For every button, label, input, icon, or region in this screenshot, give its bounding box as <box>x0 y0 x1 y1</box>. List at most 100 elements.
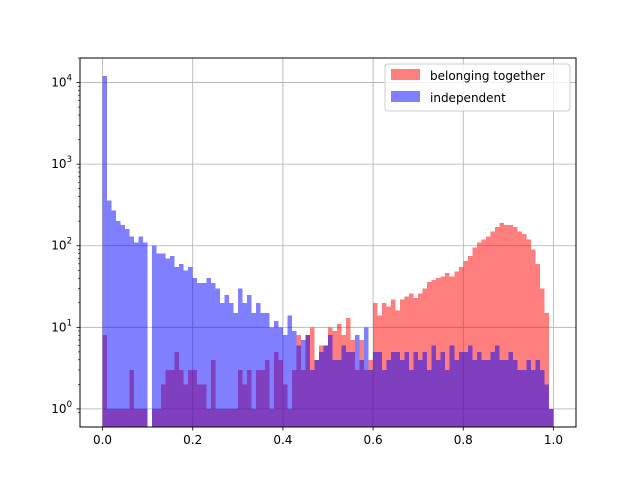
y-tick-label: 101 <box>51 318 72 334</box>
bar-independent <box>183 270 189 427</box>
legend-label-belonging-together: belonging together <box>430 69 545 83</box>
bar-independent <box>499 359 504 427</box>
bar-independent <box>291 331 297 427</box>
bar-independent <box>517 369 522 427</box>
bar-independent <box>436 359 441 427</box>
bar-independent <box>494 345 500 427</box>
bar-independent <box>503 359 509 427</box>
bar-belonging-together <box>535 263 540 427</box>
bar-independent <box>368 369 374 427</box>
bar-independent <box>242 302 247 427</box>
bar-independent <box>346 351 351 427</box>
bar-independent <box>129 236 135 427</box>
bar-independent <box>255 302 261 427</box>
bar-belonging-together <box>409 293 414 427</box>
bar-belonging-together <box>526 239 531 427</box>
bar-independent <box>485 359 491 427</box>
bar-independent <box>481 359 486 427</box>
bar-independent <box>138 236 144 427</box>
bar-independent <box>278 327 283 427</box>
bar-independent <box>508 351 513 427</box>
bar-independent <box>165 258 171 427</box>
bar-belonging-together <box>440 276 446 427</box>
bar-independent <box>174 266 180 427</box>
bar-independent <box>418 359 423 427</box>
bar-belonging-together <box>382 302 387 427</box>
bar-independent <box>197 282 202 427</box>
bar-independent <box>521 369 527 427</box>
bar-independent <box>170 255 175 427</box>
legend: belonging together independent <box>384 63 571 112</box>
bar-independent <box>350 351 356 427</box>
bar-independent <box>395 351 401 427</box>
bar-independent <box>120 224 126 427</box>
bar-belonging-together <box>508 224 513 427</box>
bar-belonging-together <box>521 233 527 427</box>
bar-belonging-together <box>436 278 441 427</box>
bar-independent <box>400 359 405 427</box>
bar-independent <box>269 327 274 427</box>
bar-belonging-together <box>467 255 473 427</box>
bar-independent <box>386 359 392 427</box>
bar-belonging-together <box>427 281 432 427</box>
bar-independent <box>201 282 207 427</box>
bar-independent <box>260 312 265 427</box>
bar-independent <box>476 351 482 427</box>
bar-independent <box>300 339 306 427</box>
bar-independent <box>282 335 288 427</box>
bar-independent <box>237 288 243 427</box>
bar-independent <box>440 351 446 427</box>
bar-independent <box>192 278 198 427</box>
bar-independent <box>305 335 310 427</box>
bar-belonging-together <box>458 266 464 427</box>
bar-independent <box>512 359 518 427</box>
bar-independent <box>355 335 360 427</box>
bar-independent <box>449 345 455 427</box>
bar-belonging-together <box>463 260 468 427</box>
bar-independent <box>427 369 432 427</box>
legend-swatch-independent <box>391 91 420 102</box>
histogram-bars <box>102 76 554 427</box>
bar-independent <box>535 359 540 427</box>
x-tick-label: 0.2 <box>183 433 202 447</box>
bar-independent <box>143 242 148 427</box>
bar-independent <box>323 345 328 427</box>
bar-belonging-together <box>530 249 536 427</box>
bar-belonging-together <box>472 247 477 427</box>
bar-independent <box>116 221 121 427</box>
bar-independent <box>309 369 315 427</box>
legend-label-independent: independent <box>430 91 506 105</box>
bar-independent <box>224 294 229 427</box>
bar-independent <box>228 302 234 427</box>
bar-independent <box>328 335 333 427</box>
bar-independent <box>219 302 225 427</box>
bar-belonging-together <box>517 231 522 427</box>
bar-belonging-together <box>485 236 491 427</box>
axes-frame <box>79 57 577 428</box>
bar-independent <box>382 369 387 427</box>
bar-independent <box>409 369 414 427</box>
bar-independent <box>273 320 279 427</box>
bar-independent <box>391 351 396 427</box>
y-tick-label: 100 <box>51 400 72 416</box>
bar-independent <box>125 229 130 427</box>
bar-belonging-together <box>544 312 549 427</box>
bar-independent <box>215 288 220 427</box>
bar-independent <box>359 359 365 427</box>
bar-independent <box>210 282 216 427</box>
bar-independent <box>364 327 369 427</box>
bar-independent <box>463 351 468 427</box>
bar-independent <box>161 253 166 427</box>
legend-swatch-belonging-together <box>391 69 420 80</box>
y-tick-label: 104 <box>51 74 72 90</box>
bar-independent <box>544 384 549 427</box>
bar-independent <box>490 351 495 427</box>
bar-independent <box>472 359 477 427</box>
bar-belonging-together <box>490 231 495 427</box>
bar-independent <box>526 359 531 427</box>
bar-independent <box>314 359 319 427</box>
bar-independent <box>530 369 536 427</box>
bar-belonging-together <box>454 271 459 427</box>
bar-belonging-together <box>445 273 450 427</box>
